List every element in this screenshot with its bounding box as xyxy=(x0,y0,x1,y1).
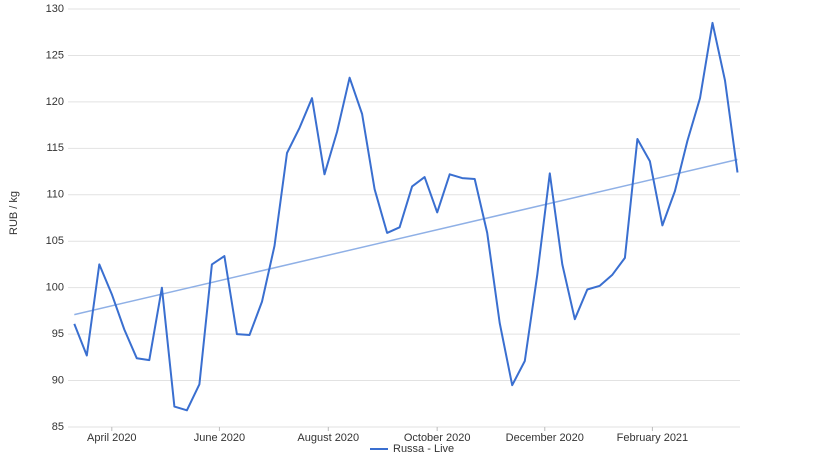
trend-line xyxy=(74,158,738,316)
x-tick-label: June 2020 xyxy=(194,432,245,444)
y-tick-label: 110 xyxy=(46,189,64,201)
y-axis-label: RUB / kg xyxy=(8,191,20,235)
x-tick-label: August 2020 xyxy=(297,432,359,444)
y-tick-label: 90 xyxy=(52,374,64,386)
y-tick-label: 105 xyxy=(46,235,64,247)
y-tick-label: 120 xyxy=(46,96,64,108)
x-tick-label: October 2020 xyxy=(404,432,471,444)
legend-label: Russa - Live xyxy=(393,443,454,455)
series-line xyxy=(73,21,739,412)
x-tick-label: December 2020 xyxy=(506,432,584,444)
y-tick-label: 130 xyxy=(46,3,64,15)
y-tick-label: 85 xyxy=(52,421,64,433)
y-tick-label: 95 xyxy=(52,328,64,340)
y-tick-label: 100 xyxy=(46,282,64,294)
x-tick-label: February 2021 xyxy=(617,432,689,444)
y-tick-label: 115 xyxy=(46,142,64,154)
y-tick-label: 125 xyxy=(46,49,64,61)
x-tick-label: April 2020 xyxy=(87,432,137,444)
